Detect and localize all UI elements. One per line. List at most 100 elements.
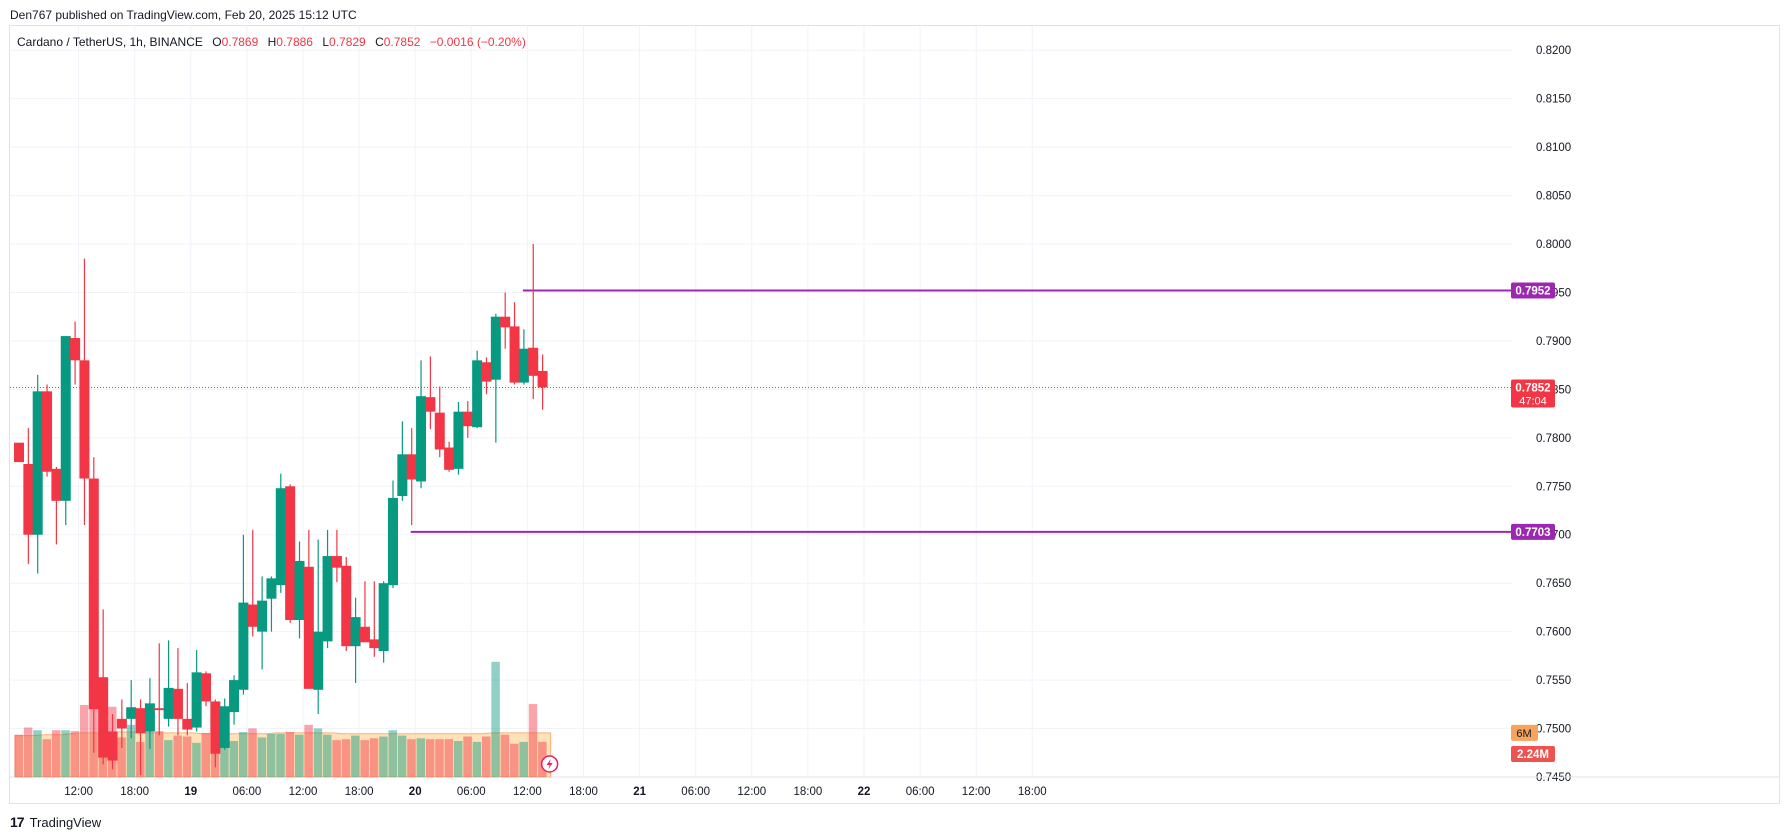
volume-bar — [257, 737, 267, 777]
candle-body — [275, 488, 286, 586]
volume-bar — [519, 741, 528, 777]
candle-body — [238, 602, 249, 690]
volume-bar — [238, 732, 248, 777]
candle-body — [350, 617, 361, 647]
volume-bar — [117, 737, 126, 777]
volume-bar — [388, 730, 397, 777]
last-price-label: 0.7852 — [1515, 382, 1550, 394]
publisher-caption: Den767 published on TradingView.com, Feb… — [10, 8, 357, 22]
close-label: C — [375, 35, 384, 49]
volume-bar — [482, 736, 491, 777]
volume-bar — [341, 739, 351, 777]
candle-body — [163, 687, 174, 719]
candle-body — [182, 718, 193, 730]
candle-body — [462, 411, 473, 427]
time-tick-label: 20 — [409, 786, 422, 798]
time-tick-label: 12:00 — [737, 786, 766, 798]
volume-bar — [435, 739, 444, 777]
candle-body — [359, 626, 370, 643]
symbol-name[interactable]: Cardano / TetherUS, 1h, BINANCE — [17, 35, 203, 49]
volume-bar — [397, 735, 407, 777]
volume-bar — [201, 732, 210, 777]
candle-body — [51, 468, 62, 501]
time-tick-label: 18:00 — [120, 786, 149, 798]
candle-body — [116, 718, 127, 729]
candle-body — [172, 688, 183, 719]
candle-body — [472, 360, 483, 428]
candle-body — [331, 556, 342, 568]
price-tick-label: 0.7600 — [1536, 627, 1571, 639]
candle-body — [294, 560, 305, 621]
last-price-badge — [1511, 379, 1555, 408]
volume-bar — [332, 740, 341, 777]
volume-bar — [229, 741, 239, 777]
candle-body — [528, 347, 539, 376]
candle-body — [425, 397, 436, 412]
price-tick-label: 0.8000 — [1536, 239, 1571, 251]
time-tick-label: 18:00 — [794, 786, 823, 798]
candle-body — [32, 391, 43, 535]
time-tick-label: 18:00 — [1018, 786, 1047, 798]
candle-body — [313, 631, 324, 690]
candle-body — [70, 338, 81, 361]
candle-body — [98, 677, 109, 758]
volume-bar — [276, 733, 285, 777]
volume-bar — [182, 736, 192, 777]
volume-ma-label: 6M — [1516, 728, 1531, 740]
volume-bar — [528, 704, 538, 777]
level-price-label: 0.7952 — [1515, 286, 1550, 298]
volume-bar — [453, 741, 463, 777]
volume-bar — [220, 738, 229, 777]
price-tick-label: 0.7500 — [1536, 724, 1571, 736]
candle-body — [453, 411, 464, 469]
candle-body — [107, 731, 118, 761]
price-tick-label: 0.7650 — [1536, 578, 1571, 590]
candle-body — [397, 454, 408, 496]
lightning-bolt-glyph — [546, 759, 553, 769]
volume-bar — [463, 736, 472, 777]
candle-body — [135, 708, 146, 734]
volume-bar — [510, 743, 519, 777]
volume-bar — [266, 733, 276, 777]
candle-body — [266, 578, 277, 599]
candle-body — [154, 708, 165, 711]
volume-bar — [407, 739, 416, 777]
volume-bar — [444, 739, 454, 777]
time-tick-label: 12:00 — [289, 786, 318, 798]
volume-bar — [491, 661, 500, 777]
price-tick-label: 0.8100 — [1536, 142, 1571, 154]
volume-bar — [14, 734, 23, 777]
volume-bar — [416, 738, 426, 777]
candle-body — [126, 707, 137, 719]
candle-body — [210, 701, 221, 754]
high-value: 0.7886 — [276, 35, 313, 49]
time-tick-label: 06:00 — [457, 786, 486, 798]
candle-body — [406, 454, 417, 480]
tradingview-brand: TradingView — [29, 814, 102, 830]
candle-body — [23, 464, 34, 535]
volume-bar — [472, 741, 482, 777]
candle-body — [79, 360, 90, 479]
volume-bar — [500, 734, 510, 777]
volume-bar — [173, 735, 182, 777]
volume-bar — [192, 742, 201, 777]
candle-body — [434, 412, 445, 450]
level-price-badge — [1511, 523, 1555, 540]
tradingview-logo-icon: 17 — [10, 814, 25, 830]
chart-frame — [9, 25, 1780, 804]
volume-bar — [61, 730, 70, 777]
candle-body — [191, 672, 202, 728]
candle-body — [537, 370, 548, 388]
level-price-badge — [1511, 282, 1555, 299]
volume-bar — [23, 727, 33, 777]
time-tick-label: 12:00 — [513, 786, 542, 798]
time-tick-label: 06:00 — [681, 786, 710, 798]
high-label: H — [267, 35, 277, 49]
volume-bar — [313, 728, 323, 777]
tradingview-footer[interactable]: 17 TradingView — [10, 814, 101, 830]
volume-bar — [70, 731, 80, 777]
volume-bar — [360, 740, 369, 777]
volume-bar — [351, 735, 360, 777]
candle-body — [60, 336, 71, 501]
